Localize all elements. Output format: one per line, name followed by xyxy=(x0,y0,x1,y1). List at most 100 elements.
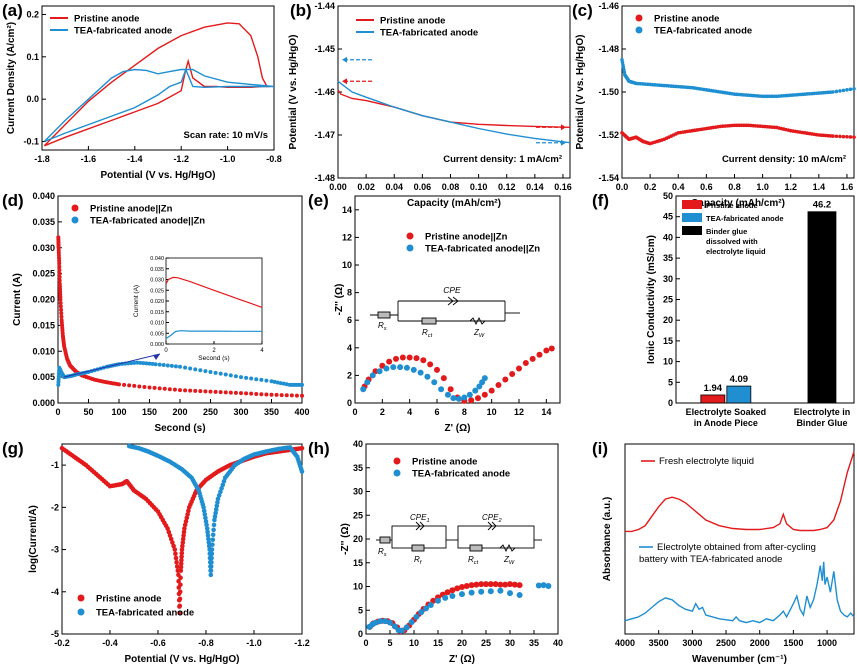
data-point xyxy=(300,393,304,398)
label-rf-main: R xyxy=(414,555,420,564)
data-point xyxy=(203,369,208,374)
y-tick-label: 0.010 xyxy=(32,346,55,356)
x-tick-label: 10 xyxy=(487,407,497,417)
x-tick-label: 40 xyxy=(553,638,563,648)
inset-x-tick-label: 4 xyxy=(260,348,264,354)
data-point xyxy=(845,134,849,139)
data-point xyxy=(417,369,424,376)
data-point xyxy=(206,536,211,542)
data-point xyxy=(249,376,254,381)
data-point xyxy=(58,300,63,305)
data-point xyxy=(444,391,451,398)
data-point xyxy=(167,533,173,538)
y-tick-label: 5 xyxy=(668,377,673,387)
zoom-arrow xyxy=(63,353,161,378)
inset-plot: 0 2 4 0.000 0.005 0.010 0.015 0.020 0.025 0.030 0.… xyxy=(133,256,264,362)
x-tick-label: 400 xyxy=(294,407,309,417)
data-point xyxy=(841,134,846,139)
label-rct: Rct xyxy=(422,328,433,339)
data-point xyxy=(135,360,140,365)
data-point xyxy=(204,526,210,531)
data-point xyxy=(178,582,183,588)
data-point xyxy=(212,514,218,519)
x-tick-label: 0.14 xyxy=(526,182,544,192)
data-point xyxy=(212,517,217,523)
panel-label: (e) xyxy=(308,191,329,210)
inset-y-tick-label: 0.000 xyxy=(150,342,164,348)
data-point xyxy=(502,581,509,588)
data-point xyxy=(58,304,63,309)
data-point xyxy=(153,362,158,367)
annotation-text: Current density: 10 mA/cm² xyxy=(722,154,846,165)
bar-value-label: 4.09 xyxy=(730,374,749,385)
y-tick-label: 0 xyxy=(358,629,363,639)
data-point xyxy=(147,361,152,366)
panel-label: (g) xyxy=(2,439,24,458)
y-tick-label: -0.1 xyxy=(23,137,39,147)
data-point xyxy=(177,589,183,595)
data-point xyxy=(206,540,212,545)
data-point xyxy=(173,364,178,369)
data-point xyxy=(210,537,216,543)
data-point xyxy=(497,587,504,594)
x-tick-label: 0.4 xyxy=(672,182,685,192)
data-point xyxy=(122,382,127,387)
label-rs-sub: s xyxy=(384,326,387,332)
data-point xyxy=(180,543,185,549)
series-b-1 xyxy=(337,80,571,144)
data-point xyxy=(223,390,228,395)
y-tick-label: 14 xyxy=(342,205,352,215)
x-tick-label: 350 xyxy=(264,407,279,417)
data-point xyxy=(269,379,274,384)
zoom-arrow-head xyxy=(153,354,160,360)
data-point xyxy=(172,387,177,392)
y-tick-label: 0.030 xyxy=(32,243,55,253)
legend-label: TEA-fabricated anode xyxy=(706,214,784,223)
data-point xyxy=(182,526,187,531)
data-point xyxy=(165,526,170,531)
data-point xyxy=(259,377,264,382)
series-line xyxy=(43,22,270,147)
legend-label: Pristine anode xyxy=(96,594,161,605)
data-point xyxy=(56,382,61,387)
data-point xyxy=(264,378,269,383)
data-point xyxy=(233,390,238,395)
x-tick-label: 0.6 xyxy=(700,182,713,192)
y-tick-label: 12 xyxy=(342,232,352,242)
inset-y-label: Current (A) xyxy=(133,285,140,317)
data-point xyxy=(218,390,223,395)
data-point xyxy=(522,359,529,366)
data-point xyxy=(244,391,249,396)
y-tick-label: 5 xyxy=(358,605,363,615)
y-tick-label: 6 xyxy=(347,315,352,325)
data-point xyxy=(449,593,456,599)
legend-swatch xyxy=(635,14,643,22)
y-tick-label: -1.46 xyxy=(314,87,335,97)
series-i-1 xyxy=(624,561,855,624)
bar-0 xyxy=(700,394,726,404)
legend-swatch xyxy=(393,469,401,477)
series-c-0 xyxy=(620,123,856,146)
data-point xyxy=(239,391,243,396)
data-point xyxy=(386,358,393,365)
data-point xyxy=(516,582,523,589)
data-point xyxy=(478,581,485,588)
x-tick-label: 30 xyxy=(505,638,515,648)
data-point xyxy=(463,583,470,590)
x-tick-label: 5 xyxy=(387,638,392,648)
x-tick-label: 0.8 xyxy=(728,182,741,192)
y-tick-label: -1.52 xyxy=(598,130,619,140)
data-point xyxy=(848,87,853,92)
data-point xyxy=(391,623,398,630)
series-g-1 xyxy=(126,443,305,578)
y-axis-label: Absorbance (a.u.) xyxy=(602,497,613,581)
y-tick-label: 0.2 xyxy=(26,9,39,19)
data-point xyxy=(376,368,383,375)
red-right-arrow-head xyxy=(561,124,566,131)
y-tick-label: 10 xyxy=(342,260,352,270)
data-point xyxy=(449,587,456,594)
label-zw-sub: W xyxy=(479,333,485,339)
panel-g: -0.2 -0.4 -0.6 -0.8 -1.0 -1.2 -5 -4 -3 -2 -1 Potent… xyxy=(2,439,310,665)
data-point xyxy=(144,361,149,366)
